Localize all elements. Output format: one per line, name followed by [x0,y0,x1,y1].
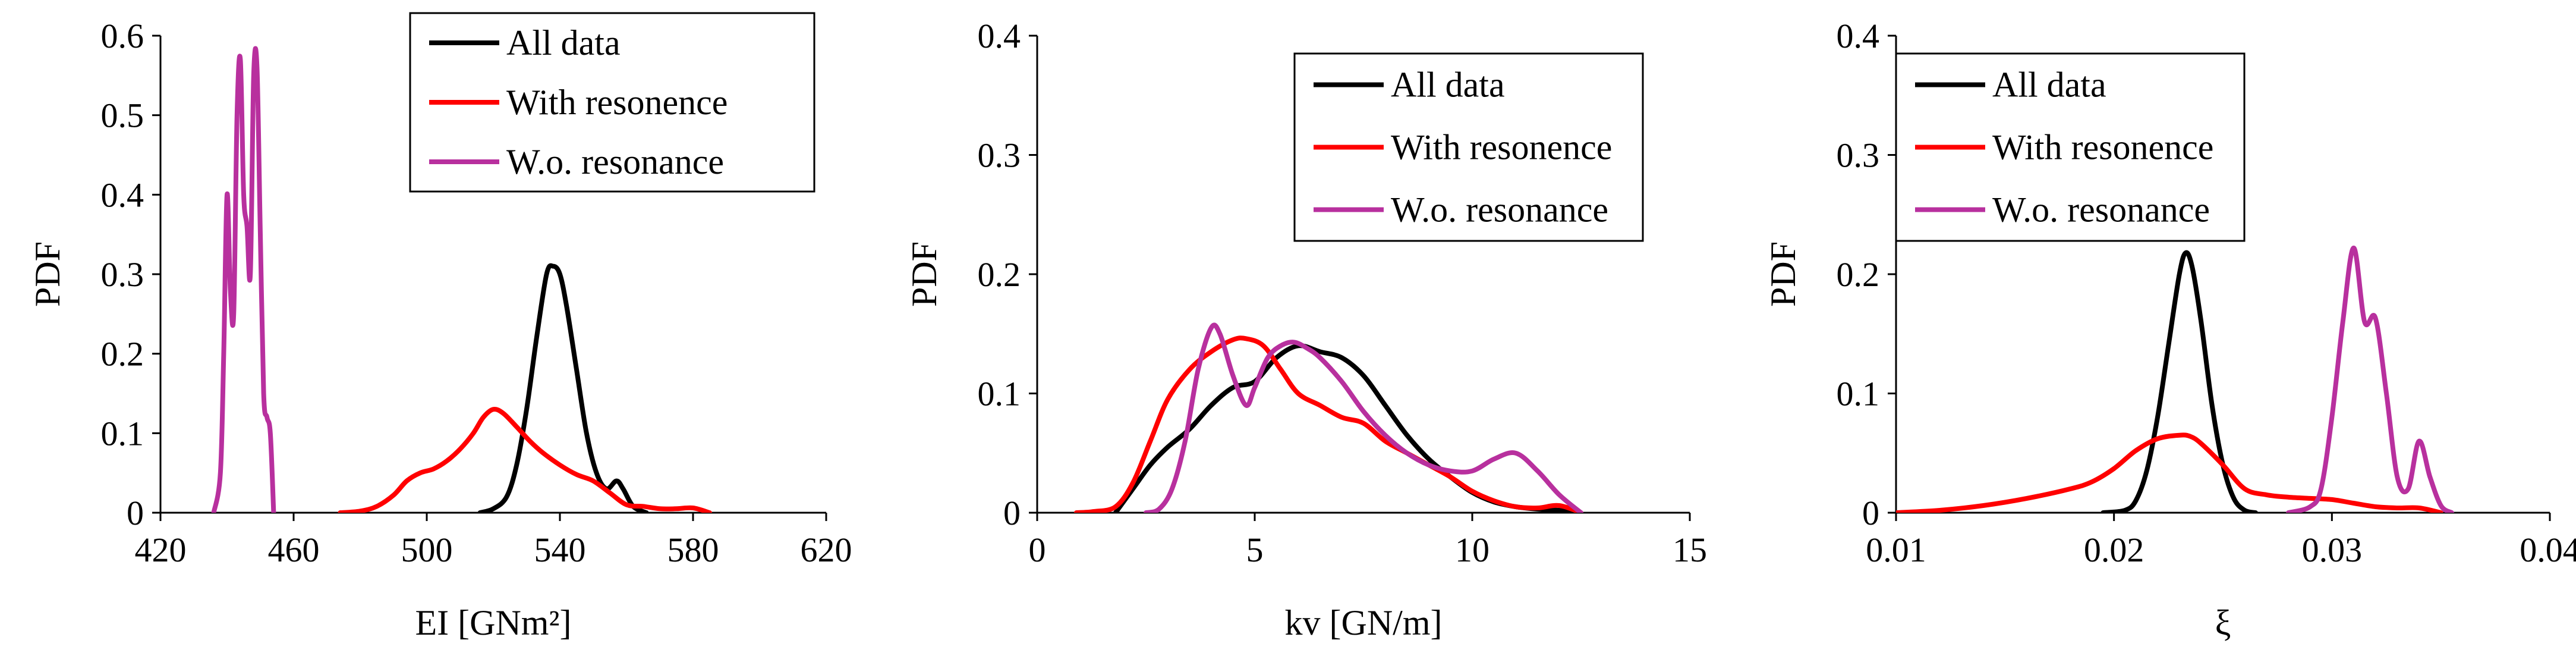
chart-panel-1: 0 0.1 0.2 0.3 0.4 0.5 0.6 420 460 500 540 580 620 EI … [28,12,852,642]
y-tick-label: 0.4 [1837,17,1880,55]
chart-panel-2: 0 0.1 0.2 0.3 0.4 0 5 10 15 kv [GN/m] PDF All data W… [905,17,1707,642]
y-tick-label: 0.1 [1837,375,1880,413]
x-tick-label: 580 [667,531,719,569]
series-line-w-o-resonance [211,46,276,513]
legend: All data With resonence W.o. resonance [409,12,815,193]
x-tick-label: 0.01 [1866,531,1926,569]
y-axis-title: PDF [905,241,944,307]
x-axis-title: kv [GN/m] [1285,603,1443,642]
y-tick-label: 0.4 [978,17,1021,55]
legend-label: With resonence [1992,128,2213,167]
y-tick-label: 0.3 [1837,136,1880,175]
legend-label: W.o. resonance [1391,190,1608,230]
x-tick-label: 620 [801,531,852,569]
series-line-all-data [477,263,649,513]
x-tick-label: 0.03 [2302,531,2363,569]
x-tick-label: 10 [1455,531,1489,569]
y-tick-label: 0 [127,494,144,532]
legend: All data With resonence W.o. resonance [1293,52,1644,242]
y-tick-label: 0 [1862,494,1879,532]
series-line-with-resonence [1073,335,1583,513]
series-line-w-o-resonance [1144,322,1583,513]
x-tick-label: 0.04 [2520,531,2576,569]
y-tick-label: 0.1 [978,375,1021,413]
y-tick-label: 0.1 [101,414,144,453]
y-tick-label: 0 [1003,494,1021,532]
legend-label: W.o. resonance [506,142,724,181]
x-tick-label: 0.02 [2084,531,2144,569]
x-tick-label: 5 [1246,531,1264,569]
x-tick-label: 540 [534,531,586,569]
x-tick-label: 0 [1029,531,1046,569]
legend-label: With resonence [506,83,728,122]
y-tick-label: 0.3 [101,255,144,294]
y-tick-label: 0.3 [978,136,1021,175]
series-line-all-data [2101,250,2258,513]
x-tick-label: 15 [1673,531,1707,569]
x-axis-title: EI [GNm²] [415,603,572,642]
y-tick-label: 0.5 [101,96,144,135]
legend: All data With resonence W.o. resonance [1895,52,2246,242]
y-tick-label: 0.2 [978,255,1021,294]
legend-label: W.o. resonance [1992,190,2210,230]
x-tick-label: 500 [401,531,453,569]
x-axis-title: ξ [2215,603,2231,642]
y-axis-title: PDF [28,241,67,307]
legend-label: All data [506,23,621,62]
series-line-with-resonence [338,406,712,513]
y-tick-label: 0.6 [101,17,144,55]
x-tick-label: 420 [135,531,187,569]
series-line-w-o-resonance [2286,245,2454,513]
x-tick-label: 460 [268,531,320,569]
legend-label: With resonence [1391,128,1612,167]
legend-label: All data [1391,65,1505,105]
chart-panel-3: 0 0.1 0.2 0.3 0.4 0.01 0.02 0.03 0.04 ξ PDF All dat… [1763,17,2576,642]
y-tick-label: 0.4 [101,175,144,214]
y-tick-label: 0.2 [101,335,144,374]
y-axis-title: PDF [1763,241,1803,307]
legend-label: All data [1992,65,2106,105]
y-tick-label: 0.2 [1837,255,1880,294]
series-line-with-resonence [1896,432,2443,513]
